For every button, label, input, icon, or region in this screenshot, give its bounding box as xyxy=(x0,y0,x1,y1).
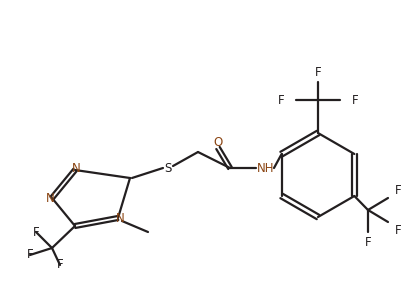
Text: F: F xyxy=(27,249,33,261)
Text: F: F xyxy=(395,224,402,236)
Text: F: F xyxy=(365,236,371,249)
Text: F: F xyxy=(352,94,358,107)
Text: N: N xyxy=(46,192,54,205)
Text: N: N xyxy=(116,211,124,225)
Text: N: N xyxy=(72,162,80,176)
Text: F: F xyxy=(57,258,63,271)
Text: O: O xyxy=(213,135,223,148)
Text: F: F xyxy=(315,66,321,78)
Text: NH: NH xyxy=(257,162,275,175)
Text: S: S xyxy=(164,162,172,175)
Text: F: F xyxy=(278,94,284,107)
Text: F: F xyxy=(395,184,402,197)
Text: F: F xyxy=(33,225,39,238)
